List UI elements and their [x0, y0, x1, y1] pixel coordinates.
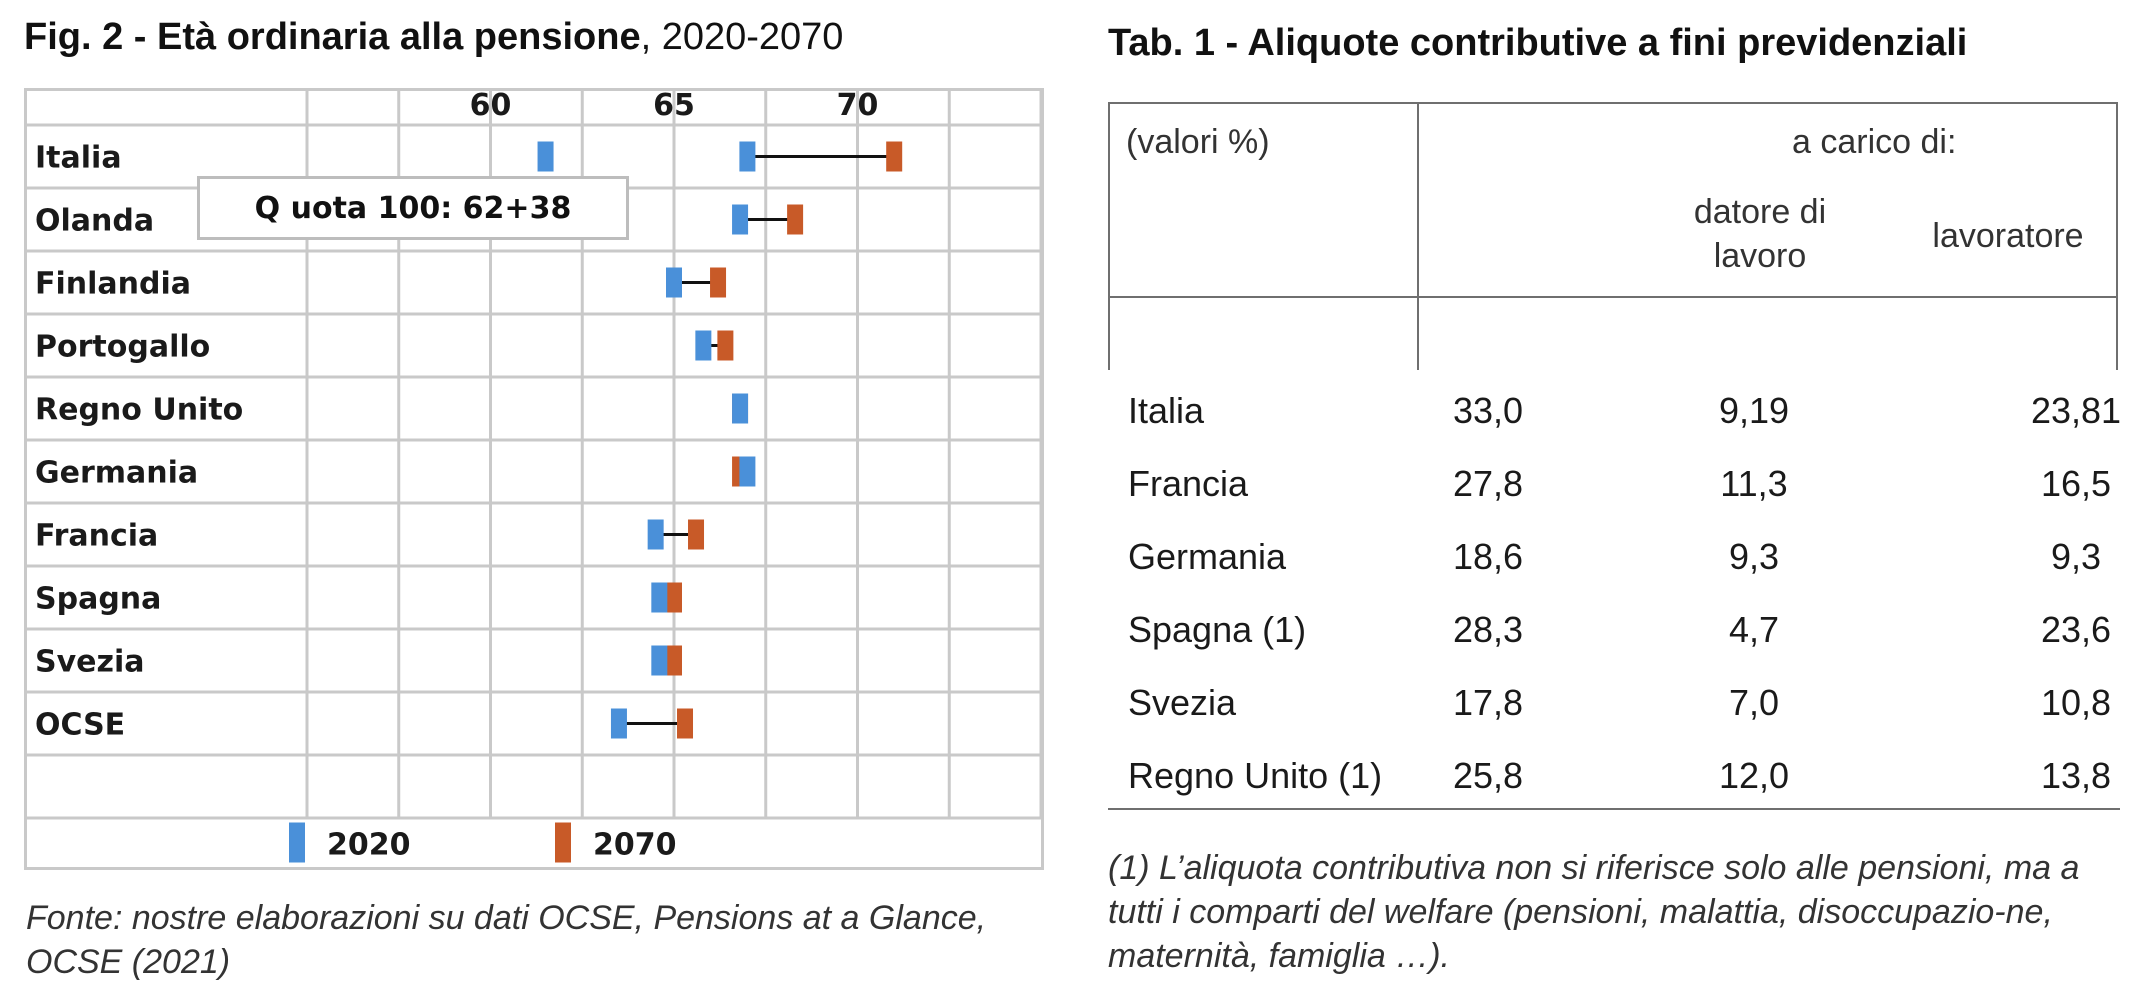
cell-country: Regno Unito (1)	[1128, 755, 1383, 796]
cell-datore: 4,7	[1728, 609, 1780, 650]
marker-2020	[739, 456, 756, 487]
cell-datore: 9,19	[1718, 390, 1790, 431]
cell-datore: 7,0	[1728, 682, 1780, 723]
cell-country: Germania	[1128, 536, 1287, 577]
marker-2020	[651, 582, 668, 613]
category-label: Portogallo	[35, 330, 210, 365]
cell-country: Francia	[1128, 463, 1249, 504]
table-row: Regno Unito (1) 25,8 12,0 13,8	[1108, 745, 2118, 818]
table-row: Germania 18,6 9,3 9,3	[1108, 526, 2118, 599]
chart-frame: 60 65 70 Italia Olanda Finlandia Portogallo Reg…	[24, 88, 1044, 870]
category-label: Germania	[35, 456, 198, 491]
cell-total: 18,6	[1452, 536, 1524, 577]
table-body: Italia 33,0 9,19 23,81 Francia 27,8 11,3…	[1108, 380, 2121, 818]
table-row: Spagna (1) 28,3 4,7 23,6	[1108, 599, 2118, 672]
category-label: Regno Unito	[35, 393, 243, 428]
legend-label-2020: 2020	[327, 828, 411, 863]
figure-title-rest: , 2020-2070	[640, 16, 844, 58]
category-label: Francia	[35, 519, 158, 554]
x-tick-label: 60	[470, 91, 512, 123]
marker-2070	[688, 519, 705, 550]
x-tick-label: 70	[837, 91, 879, 123]
table-note: (1) L’aliquota contributiva non si rifer…	[1108, 849, 2080, 975]
cell-lavoratore: 10,8	[2040, 682, 2112, 723]
marker-2020	[647, 519, 664, 550]
marker-2020	[666, 267, 682, 298]
cell-total: 33,0	[1452, 390, 1524, 431]
cell-lavoratore: 9,3	[2050, 536, 2102, 577]
table-row: Italia 33,0 9,19 23,81	[1108, 380, 2121, 453]
header-divider-vertical	[1417, 104, 1419, 370]
category-label: Finlandia	[35, 267, 191, 302]
table-row: Svezia 17,8 7,0 10,8	[1108, 672, 2118, 745]
marker-2020	[739, 141, 756, 172]
table-row: Francia 27,8 11,3 16,5	[1108, 453, 2118, 526]
legend-swatch-2020	[289, 822, 305, 863]
category-label: Spagna	[35, 582, 161, 617]
marker-2070	[710, 267, 727, 298]
header-group: a carico di:	[1792, 123, 1957, 161]
marker-2070	[666, 645, 682, 676]
cell-lavoratore: 23,81	[2030, 390, 2122, 431]
marker-2070	[886, 141, 903, 172]
marker-2070	[666, 582, 682, 613]
marker-2020	[732, 204, 749, 235]
legend-swatch-2070	[555, 822, 571, 863]
x-tick-label: 65	[653, 91, 695, 123]
table-title: Tab. 1 - Aliquote contributive a fini pr…	[1108, 22, 1968, 64]
marker-2020	[695, 330, 712, 361]
cell-total: 25,8	[1452, 755, 1524, 796]
category-label: Svezia	[35, 645, 145, 680]
figure-title: Fig. 2 - Età ordinaria alla pensione, 20…	[24, 16, 843, 59]
legend-label-2070: 2070	[593, 828, 677, 863]
marker-2070	[717, 330, 734, 361]
cell-lavoratore: 16,5	[2040, 463, 2112, 504]
marker-2020	[610, 708, 627, 739]
figure-source: Fonte: nostre elaborazioni su dati OCSE,…	[26, 899, 987, 981]
cell-lavoratore: 23,6	[2040, 609, 2112, 650]
cell-country: Spagna (1)	[1128, 609, 1307, 650]
cell-lavoratore: 13,8	[2040, 755, 2112, 796]
table-header-frame	[1108, 102, 2118, 370]
table-bottom-rule	[1108, 808, 2120, 810]
cell-total: 28,3	[1452, 609, 1524, 650]
cell-datore: 11,3	[1720, 463, 1788, 504]
cell-country: Svezia	[1128, 682, 1237, 723]
dumbbell-chart: 60 65 70 Italia Olanda Finlandia Portogallo Reg…	[27, 91, 1041, 863]
cell-datore: 9,3	[1728, 536, 1780, 577]
header-datore: datore di lavoro	[1693, 193, 1827, 275]
header-lavoratore: lavoratore	[1932, 217, 2084, 255]
figure-title-bold: Fig. 2 - Età ordinaria alla pensione	[24, 16, 641, 58]
cell-total: 17,8	[1452, 682, 1524, 723]
category-label: OCSE	[35, 708, 125, 743]
marker-2070	[787, 204, 804, 235]
marker-2020	[651, 645, 668, 676]
header-unit: (valori %)	[1126, 123, 1270, 161]
annotation-box: Q uota 100: 62+38	[197, 176, 629, 240]
marker-2020	[732, 393, 749, 424]
cell-country: Italia	[1128, 390, 1205, 431]
header-divider-horizontal	[1110, 296, 2116, 298]
marker-2020-extra	[537, 141, 554, 172]
marker-2070	[677, 708, 694, 739]
cell-datore: 12,0	[1718, 755, 1790, 796]
category-label: Olanda	[35, 204, 154, 239]
category-label: Italia	[35, 141, 122, 176]
cell-total: 27,8	[1452, 463, 1524, 504]
